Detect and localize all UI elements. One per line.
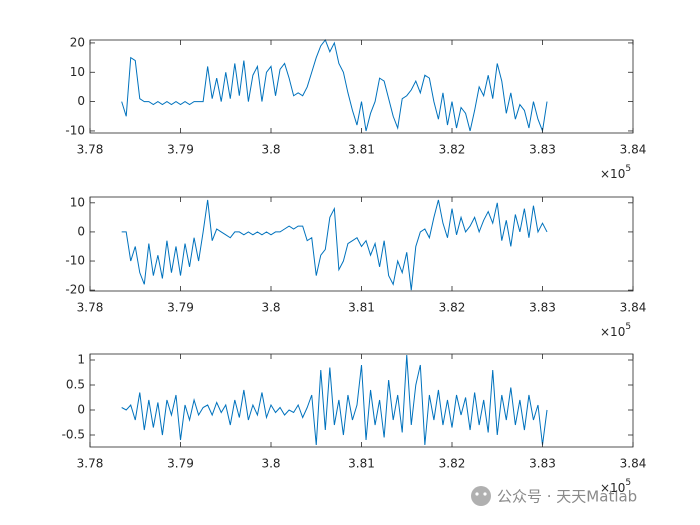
y-tick-label: 0 [77, 403, 85, 417]
watermark-icon-eye [483, 492, 487, 496]
x-tick-label: 3.82 [439, 457, 466, 471]
x-tick-label: 3.78 [77, 457, 104, 471]
x-tick-label: 3.81 [348, 143, 375, 157]
x-exponent-label: ×105 [600, 322, 631, 339]
y-tick-label: 0 [77, 94, 85, 108]
x-tick-label: 3.78 [77, 143, 104, 157]
x-exponent-label: ×105 [600, 478, 631, 495]
y-tick-label: 0.5 [66, 378, 85, 392]
x-tick-label: 3.84 [620, 143, 647, 157]
y-tick-label: 10 [70, 195, 85, 209]
subplot: 3.78 3.79 3.8 3.81 3.82 3.83 3.84 -0.5 0 0.5 1 ×105 [62, 353, 647, 495]
x-tick-label: 3.8 [261, 301, 280, 315]
watermark: 公众号 · 天天Matlab [471, 486, 637, 506]
data-line [121, 354, 548, 446]
y-tick-label: -20 [65, 283, 85, 297]
x-tick-label: 3.83 [529, 143, 556, 157]
x-exponent: 5 [625, 164, 631, 174]
x-exponent: 5 [625, 322, 631, 332]
watermark-icon [471, 486, 491, 506]
y-tick-label: 0 [77, 224, 85, 238]
x-tick-label: 3.79 [167, 301, 194, 315]
x-tick-label: 3.8 [261, 143, 280, 157]
y-tick-label: 1 [77, 353, 85, 367]
data-line [121, 38, 548, 133]
x-exponent: 5 [625, 478, 631, 488]
x-tick-label: 3.79 [167, 143, 194, 157]
watermark-icon-eye [475, 492, 479, 496]
axes-background [90, 197, 633, 291]
x-exponent-base: ×10 [600, 167, 625, 181]
x-tick-label: 3.82 [439, 301, 466, 315]
x-tick-label: 3.79 [167, 457, 194, 471]
x-tick-label: 3.83 [529, 301, 556, 315]
x-tick-label: 3.84 [620, 301, 647, 315]
watermark-text: 公众号 · 天天Matlab [497, 488, 637, 506]
y-tick-label: -0.5 [62, 428, 85, 442]
subplot: 3.78 3.79 3.8 3.81 3.82 3.83 3.84 -10 0 10 20 ×105 [65, 35, 646, 180]
y-tick-label: -10 [65, 254, 85, 268]
x-exponent-base: ×10 [600, 481, 625, 495]
data-line [121, 199, 548, 291]
x-tick-label: 3.83 [529, 457, 556, 471]
x-tick-label: 3.82 [439, 143, 466, 157]
y-tick-label: -10 [65, 123, 85, 137]
x-tick-label: 3.81 [348, 301, 375, 315]
x-tick-label: 3.78 [77, 301, 104, 315]
subplot: 3.78 3.79 3.8 3.81 3.82 3.83 3.84 -20 -10 0 10 ×105 [65, 195, 646, 338]
y-tick-label: 20 [70, 35, 85, 49]
y-tick-label: 10 [70, 65, 85, 79]
axes-background [90, 40, 633, 133]
x-exponent-label: ×105 [600, 164, 631, 181]
x-tick-label: 3.81 [348, 457, 375, 471]
x-exponent-base: ×10 [600, 325, 625, 339]
x-tick-label: 3.8 [261, 457, 280, 471]
x-tick-label: 3.84 [620, 457, 647, 471]
